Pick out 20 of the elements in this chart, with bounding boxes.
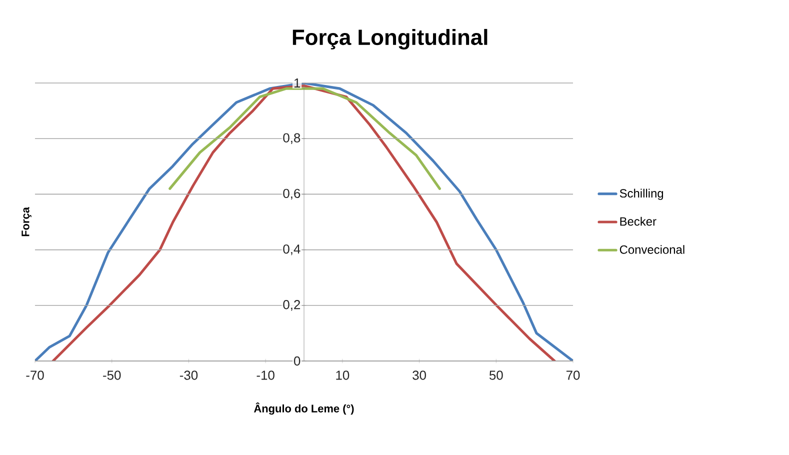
y-tick-label: 1	[294, 78, 300, 88]
y-tick-label: 0,2	[283, 300, 300, 311]
y-tick-label: 0	[294, 356, 300, 366]
x-tick-label: -30	[180, 370, 198, 380]
x-tick-label: 50	[489, 370, 503, 380]
x-tick-label: -10	[256, 370, 274, 380]
x-tick-label: -70	[26, 370, 44, 380]
x-tick-label: -50	[103, 370, 121, 380]
x-tick-label: 70	[566, 370, 580, 380]
y-tick-label: 0,8	[283, 133, 300, 144]
y-tick-label: 0,6	[283, 188, 300, 200]
legend-label: Convecional	[620, 245, 684, 254]
y-axis-title: Força	[22, 207, 32, 236]
legend-label: Becker	[620, 216, 656, 226]
legend-label: Schilling	[620, 188, 664, 200]
chart-title: Força Longitudinal	[292, 28, 488, 50]
y-tick-label: 0,4	[283, 244, 300, 256]
x-tick-label: 30	[412, 370, 426, 380]
x-axis-title: Ângulo do Leme (°)	[254, 402, 354, 415]
x-tick-label: 10	[336, 370, 350, 380]
